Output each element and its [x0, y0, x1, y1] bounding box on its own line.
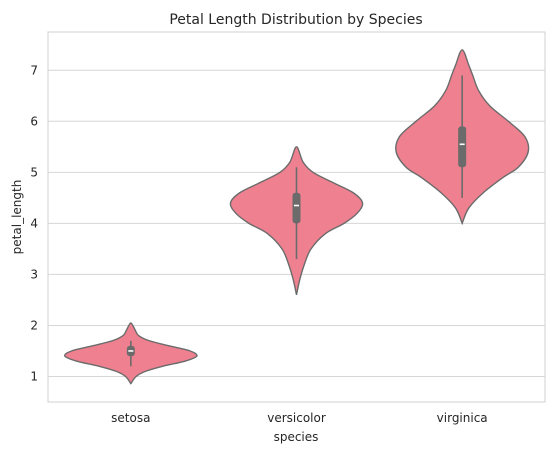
- x-tick-label: versicolor: [267, 411, 326, 425]
- iqr-box: [458, 126, 467, 168]
- violins: [63, 49, 530, 385]
- y-tick-label: 5: [30, 165, 38, 179]
- violin-versicolor: [229, 146, 364, 295]
- y-axis-title: petal_length: [10, 180, 24, 255]
- y-tick-label: 3: [30, 267, 38, 281]
- violin-virginica: [395, 49, 530, 226]
- x-tick-label: setosa: [111, 411, 150, 425]
- chart-title: Petal Length Distribution by Species: [169, 12, 422, 28]
- y-tick-label: 4: [30, 216, 38, 230]
- y-tick-labels: 1 2 3 4 5 6 7: [30, 63, 38, 383]
- x-tick-label: virginica: [437, 411, 488, 425]
- x-axis-title: species: [274, 430, 319, 444]
- y-tick-label: 1: [30, 369, 38, 383]
- y-tick-label: 7: [30, 63, 38, 77]
- iqr-box: [292, 192, 301, 224]
- violin-setosa: [63, 322, 198, 385]
- y-tick-label: 2: [30, 318, 38, 332]
- y-tick-label: 6: [30, 114, 38, 128]
- x-tick-labels: setosa versicolor virginica: [111, 411, 487, 425]
